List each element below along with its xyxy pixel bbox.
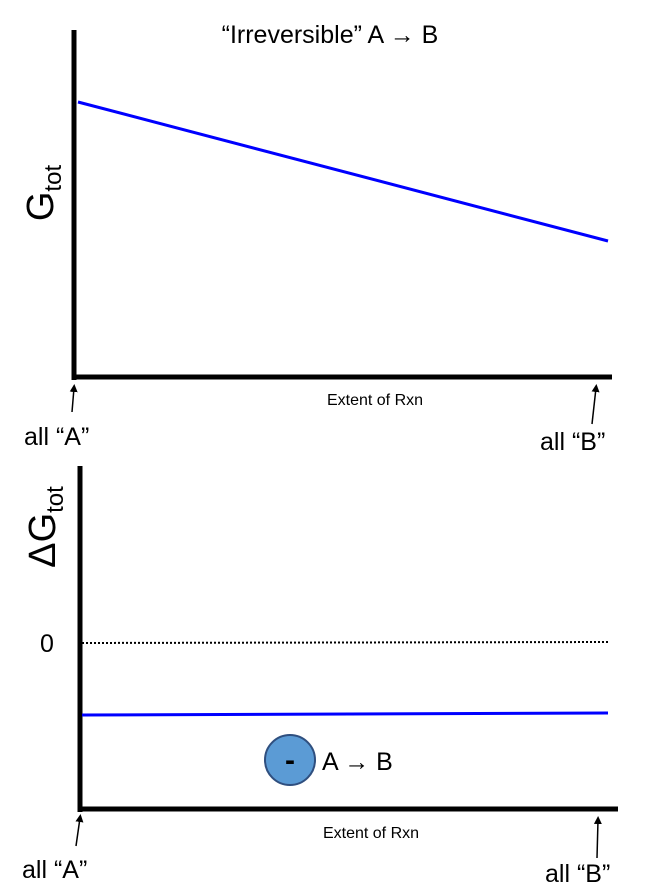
bottom-y-label-sub: tot — [42, 486, 69, 513]
bottom-zero-label: 0 — [40, 630, 54, 658]
top-y-label-main: G — [20, 192, 62, 222]
bottom-x-axis-label: Extent of Rxn — [323, 825, 419, 842]
bottom-y-axis-label: ΔGtot — [22, 486, 69, 568]
top-y-label-sub: tot — [40, 165, 67, 192]
bottom-right-endpoint-label: all “B” — [545, 860, 610, 886]
top-left-endpoint-arrow — [69, 384, 78, 413]
top-left-endpoint-label: all “A” — [24, 423, 89, 451]
top-y-axis-label: Gtot — [20, 165, 67, 222]
negative-sign-badge — [264, 734, 316, 786]
bottom-delta-g-line — [81, 711, 609, 717]
bottom-left-endpoint-label: all “A” — [22, 856, 87, 884]
top-right-endpoint-label: all “B” — [540, 428, 605, 456]
top-panel: “Irreversible” A → B Gtot Extent of Rxn … — [20, 21, 612, 456]
top-x-axis-label: Extent of Rxn — [327, 392, 423, 409]
top-g-tot-line — [77, 100, 609, 243]
bottom-panel: ΔGtot 0 - A → B Extent of Rxn all “A” al… — [22, 466, 618, 888]
top-right-endpoint-arrow — [591, 384, 600, 425]
reaction-text: A → B — [322, 748, 393, 776]
bottom-y-label-main: ΔG — [22, 513, 64, 568]
bottom-zero-line — [81, 641, 609, 644]
top-title: “Irreversible” A → B — [222, 21, 439, 49]
negative-sign-text: - — [285, 744, 295, 777]
bottom-left-endpoint-arrow — [75, 814, 84, 847]
bottom-right-endpoint-arrow — [593, 816, 602, 859]
